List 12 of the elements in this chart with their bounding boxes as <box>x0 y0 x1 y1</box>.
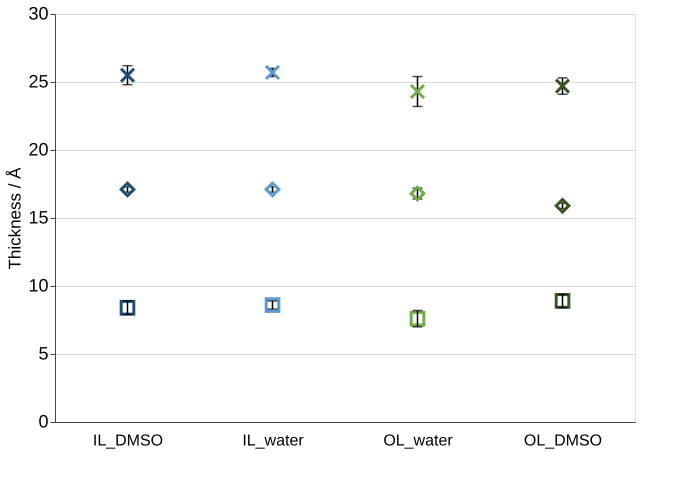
x-tick-label: IL_DMSO <box>92 432 164 450</box>
y-tick-label: 0 <box>38 412 48 432</box>
y-tick-label: 30 <box>28 4 48 24</box>
x-tick-label: IL_water <box>242 432 304 450</box>
y-tick-label: 15 <box>28 208 48 228</box>
x-tick-label: OL_water <box>383 432 454 450</box>
y-tick-label: 20 <box>28 140 48 160</box>
y-axis-title: Thickness / Å <box>5 166 24 270</box>
y-tick-label: 25 <box>28 72 48 92</box>
x-tick-label: OL_DMSO <box>524 432 602 450</box>
y-tick-label: 5 <box>38 344 48 364</box>
y-tick-label: 10 <box>28 276 48 296</box>
